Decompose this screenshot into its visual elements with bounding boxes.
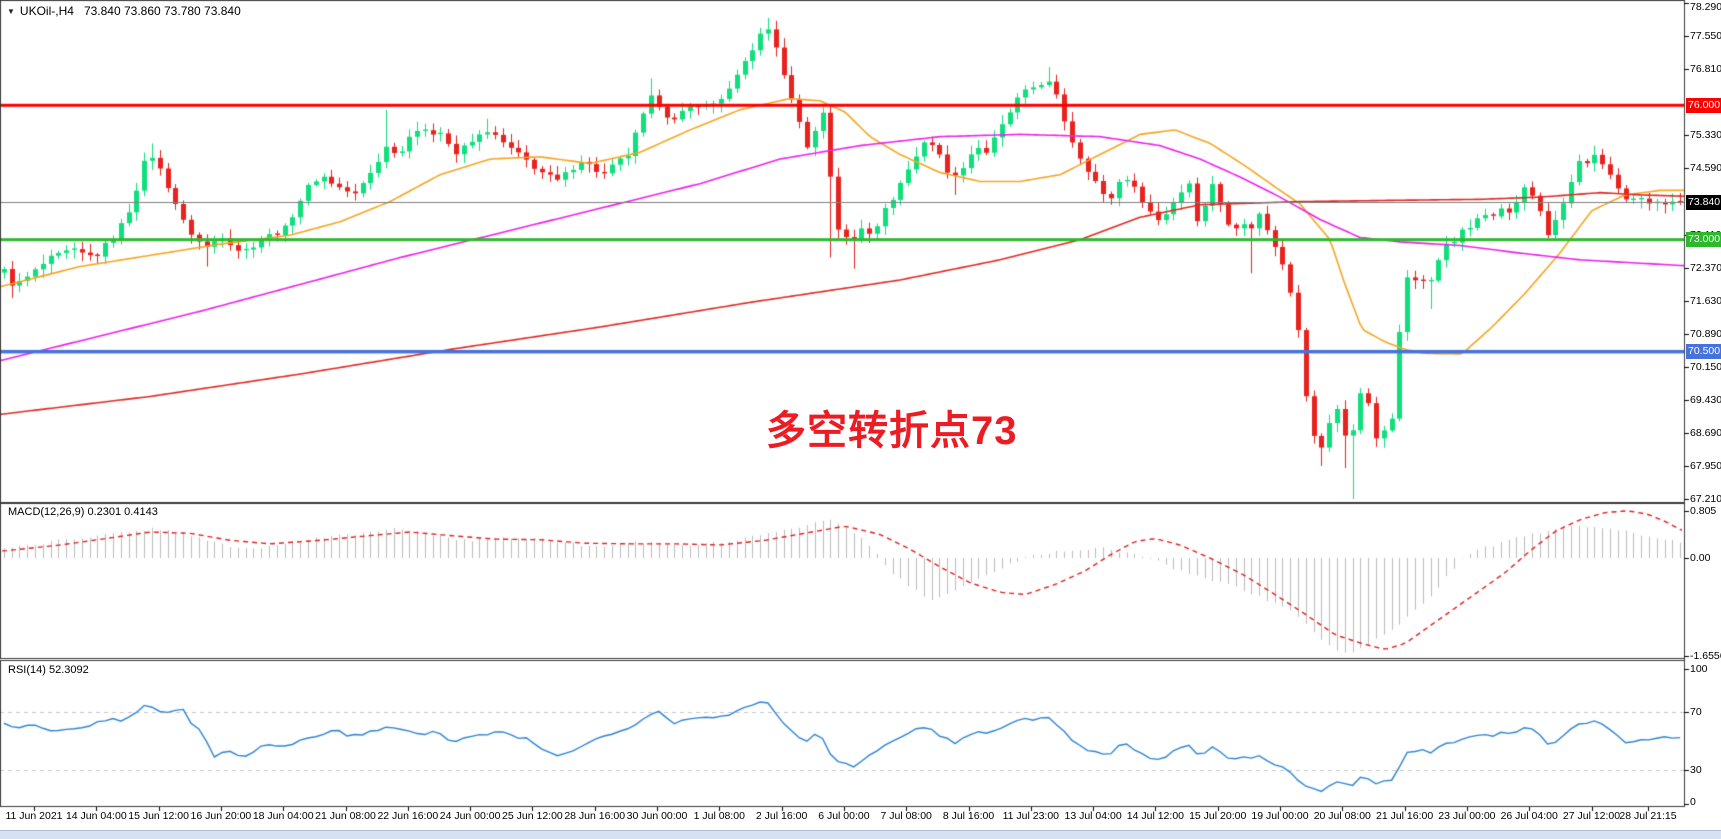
time-axis-label: 27 Jul 12:00 [1562, 810, 1621, 822]
price-axis-label: 77.550 [1690, 29, 1721, 42]
time-axis-label: 18 Jun 04:00 [252, 810, 314, 822]
price-axis-label: 74.590 [1690, 162, 1721, 175]
symbol-timeframe-label: UKOil-,H4 [19, 4, 74, 18]
price-axis-label: 69.430 [1690, 393, 1721, 406]
symbol-header: ▼ UKOil-,H4 73.840 73.860 73.780 73.840 [7, 4, 241, 18]
time-axis-label: 15 Jun 12:00 [128, 810, 189, 822]
time-axis-label: 28 Jul 21:15 [1619, 810, 1677, 822]
window-bottom-strip [0, 830, 1721, 839]
time-axis-label: 26 Jul 04:00 [1500, 810, 1558, 822]
annotation-text[interactable]: 多空转折点73 [766, 409, 1018, 453]
time-axis-label: 13 Jul 04:00 [1064, 810, 1122, 822]
price-axis-label: 70.150 [1690, 361, 1721, 374]
price-axis-label: 72.370 [1690, 261, 1721, 274]
time-axis-label: 30 Jun 00:00 [626, 810, 688, 822]
macd-axis-label: 0.805 [1690, 504, 1717, 517]
macd-indicator-label: MACD(12,26,9) 0.2301 0.4143 [8, 506, 158, 518]
price-axis-label: 71.630 [1690, 295, 1721, 308]
rsi-axis-label: 30 [1690, 764, 1702, 776]
macd-axis-label: -1.6556 [1690, 649, 1721, 662]
time-axis-label: 6 Jul 00:00 [818, 810, 870, 822]
price-axis-badge: 73.000 [1686, 232, 1721, 248]
time-axis-label: 28 Jun 16:00 [564, 810, 626, 822]
time-axis-label: 22 Jun 16:00 [377, 810, 439, 822]
price-axis-label: 67.950 [1690, 459, 1721, 472]
price-axis-label: 76.810 [1690, 62, 1721, 75]
rsi-axis-label: 70 [1690, 706, 1702, 718]
price-axis-label: 67.210 [1690, 493, 1721, 506]
time-axis-label: 23 Jul 00:00 [1438, 810, 1496, 822]
time-axis-label: 8 Jul 16:00 [942, 810, 995, 822]
rsi-axis-label: 100 [1690, 662, 1708, 675]
price-axis-badge: 70.500 [1686, 344, 1721, 360]
time-axis-label: 1 Jul 08:00 [693, 810, 745, 822]
price-axis-label: 78.290 [1690, 1, 1721, 13]
collapse-icon[interactable]: ▼ [7, 7, 15, 16]
time-axis-label: 19 Jul 00:00 [1251, 810, 1309, 822]
price-axis-label: 75.330 [1690, 129, 1721, 142]
time-axis-label: 25 Jun 12:00 [502, 810, 563, 822]
time-axis-label: 14 Jul 12:00 [1126, 810, 1184, 822]
time-axis-label: 11 Jul 23:00 [1002, 810, 1060, 822]
time-axis-label: 11 Jun 2021 [5, 810, 63, 822]
time-axis-label: 15 Jul 20:00 [1189, 810, 1247, 822]
time-axis-label: 16 Jun 20:00 [190, 810, 252, 822]
time-axis-label: 21 Jun 08:00 [315, 810, 376, 822]
rsi-indicator-label: RSI(14) 52.3092 [8, 664, 89, 676]
time-axis-label: 21 Jul 16:00 [1375, 810, 1434, 822]
price-axis-label: 70.890 [1690, 328, 1721, 341]
rsi-axis-label: 0 [1690, 796, 1696, 808]
time-axis-label: 2 Jul 16:00 [755, 810, 808, 822]
price-axis-label: 68.690 [1690, 426, 1721, 439]
time-axis-label: 7 Jul 08:00 [880, 810, 932, 822]
macd-axis-label: 0.00 [1690, 552, 1711, 564]
time-axis-label: 24 Jun 00:00 [439, 810, 501, 822]
time-axis-label: 20 Jul 08:00 [1313, 810, 1371, 822]
price-axis-badge: 76.000 [1686, 97, 1721, 113]
price-axis-badge: 73.840 [1686, 194, 1721, 210]
ohlc-readout: 73.840 73.860 73.780 73.840 [83, 4, 241, 18]
time-axis-label: 14 Jun 04:00 [65, 810, 127, 822]
